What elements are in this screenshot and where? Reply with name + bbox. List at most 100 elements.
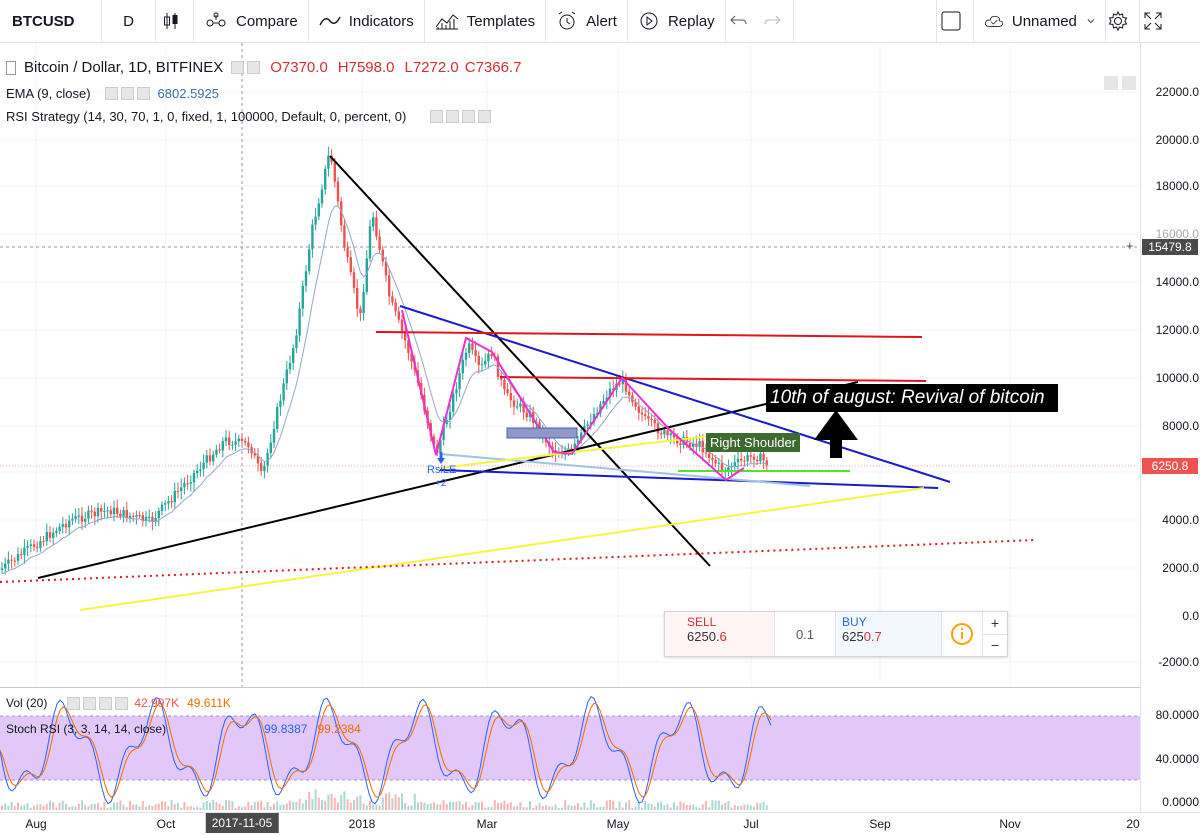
ema-close-button[interactable] bbox=[136, 87, 150, 100]
trendline-yellow-short[interactable] bbox=[439, 435, 711, 469]
candle-body bbox=[320, 189, 324, 204]
templates-button[interactable]: Templates bbox=[425, 0, 547, 42]
trendline-blue-lower[interactable] bbox=[439, 469, 939, 489]
buy-button[interactable]: BUY 6250.7 bbox=[836, 612, 942, 656]
volume-bar bbox=[266, 802, 269, 810]
candle-body bbox=[301, 285, 304, 309]
quantity-input[interactable]: 0.1 bbox=[775, 612, 836, 656]
candle-body bbox=[13, 560, 16, 562]
trendline-blue-upper[interactable] bbox=[399, 305, 951, 483]
trendline-black-ascending[interactable] bbox=[37, 381, 859, 579]
candle-body bbox=[308, 249, 311, 272]
resistance-line-lower[interactable] bbox=[499, 376, 927, 382]
volume-bar bbox=[385, 793, 387, 810]
time-axis[interactable]: Aug Oct 2017-11-05 2018 Mar May Jul Sep … bbox=[0, 812, 1200, 835]
right-shoulder-label[interactable]: Right Shoulder bbox=[706, 433, 800, 452]
collapse-legend-button[interactable] bbox=[6, 60, 16, 75]
pane-close-button[interactable] bbox=[1122, 76, 1136, 90]
candle-body bbox=[407, 340, 410, 354]
volume-bar bbox=[727, 800, 730, 810]
candle-body bbox=[215, 449, 218, 455]
fullscreen-button[interactable] bbox=[1140, 0, 1174, 42]
vol-close-button[interactable] bbox=[115, 696, 129, 710]
trendline-red-dotted[interactable] bbox=[0, 539, 1036, 583]
revival-annotation[interactable]: 10th of august: Revival of bitcoin bbox=[766, 384, 1058, 412]
trendline-yellow-long[interactable] bbox=[79, 487, 925, 611]
volume-bar bbox=[477, 802, 480, 810]
interval-button[interactable]: D bbox=[102, 0, 156, 42]
symbol-search-button[interactable]: BTCUSD bbox=[0, 0, 102, 42]
candle-body bbox=[612, 388, 615, 390]
price-axis[interactable]: 22000.0 20000.0 18000.0 16000.0 14000.0 … bbox=[1140, 43, 1200, 813]
volume-bar bbox=[145, 806, 147, 810]
volume-bar bbox=[564, 800, 567, 810]
price-tick: 22000.0 bbox=[1155, 85, 1199, 99]
volume-bar bbox=[234, 807, 237, 810]
volume-bar bbox=[282, 804, 285, 810]
volume-bar bbox=[314, 789, 317, 810]
zigzag-pattern[interactable] bbox=[401, 309, 745, 482]
volume-bar bbox=[340, 794, 343, 810]
strategy-source-button[interactable] bbox=[462, 110, 476, 123]
series-more-button[interactable] bbox=[247, 61, 261, 74]
settings-button[interactable] bbox=[1106, 0, 1140, 42]
volume-bar bbox=[497, 803, 499, 810]
volume-bar bbox=[295, 801, 298, 810]
candle-body bbox=[138, 515, 141, 517]
volume-bar bbox=[186, 806, 189, 810]
volume-bar bbox=[458, 800, 461, 810]
replay-button[interactable]: Replay bbox=[628, 0, 726, 42]
volume-bar bbox=[157, 803, 160, 810]
ema-settings-button[interactable] bbox=[120, 87, 134, 100]
indicators-button[interactable]: Indicators bbox=[309, 0, 425, 42]
alert-button[interactable]: Alert bbox=[546, 0, 628, 42]
buy-price-tail: 0.7 bbox=[863, 629, 882, 644]
volume-bar bbox=[679, 801, 682, 810]
redo-button[interactable] bbox=[760, 0, 794, 42]
trade-info-button[interactable] bbox=[942, 612, 983, 656]
strategy-settings-button[interactable] bbox=[446, 110, 460, 123]
strategy-eye-button[interactable] bbox=[430, 110, 444, 123]
ema-eye-button[interactable] bbox=[104, 87, 118, 100]
stoch-tick: 80.0000 bbox=[1155, 708, 1199, 722]
candle-body bbox=[269, 442, 272, 453]
undo-button[interactable] bbox=[726, 0, 760, 42]
candle-body bbox=[205, 455, 208, 463]
quantity-decrease-button[interactable]: − bbox=[990, 637, 1000, 654]
strategy-close-button[interactable] bbox=[478, 110, 492, 123]
candle-body bbox=[388, 275, 391, 297]
trendline-lightblue[interactable] bbox=[439, 453, 811, 487]
trendline-black-descending[interactable] bbox=[329, 155, 711, 567]
compare-button[interactable]: Compare bbox=[194, 0, 309, 42]
stoch-title: Stoch RSI (3, 3, 14, 14, close) bbox=[6, 722, 167, 736]
pane-maximize-button[interactable] bbox=[1104, 76, 1118, 90]
candle-body bbox=[618, 383, 621, 385]
volume-bar bbox=[148, 805, 151, 810]
quantity-increase-button[interactable]: + bbox=[983, 612, 1007, 635]
stoch-rsi-pane[interactable] bbox=[0, 688, 1140, 812]
vol-settings-button[interactable] bbox=[83, 696, 97, 710]
volume-bar bbox=[644, 800, 647, 810]
sell-button[interactable]: SELL 6250.6 bbox=[665, 612, 775, 656]
volume-bar bbox=[753, 807, 755, 810]
candle-body bbox=[234, 441, 237, 445]
candle-body bbox=[151, 516, 154, 522]
volume-bar bbox=[452, 801, 455, 810]
add-price-line-button[interactable]: + bbox=[1126, 238, 1134, 253]
fullscreen-toggle-button[interactable] bbox=[935, 0, 974, 42]
main-price-chart[interactable] bbox=[0, 43, 1140, 687]
resistance-line-upper[interactable] bbox=[375, 331, 923, 338]
volume-bar bbox=[567, 805, 570, 810]
consolidation-box[interactable] bbox=[506, 427, 578, 439]
stoch-k-line bbox=[0, 696, 772, 805]
save-layout-button[interactable]: Unnamed bbox=[974, 0, 1106, 42]
vol-source-button[interactable] bbox=[99, 696, 113, 710]
candle-body bbox=[634, 402, 637, 407]
candle-body bbox=[0, 568, 4, 570]
candle-body bbox=[173, 490, 176, 503]
candle-body bbox=[647, 416, 650, 419]
pane-divider[interactable] bbox=[0, 687, 1140, 688]
series-settings-button[interactable] bbox=[231, 61, 245, 74]
vol-eye-button[interactable] bbox=[67, 696, 81, 710]
chart-type-button[interactable] bbox=[156, 0, 194, 42]
